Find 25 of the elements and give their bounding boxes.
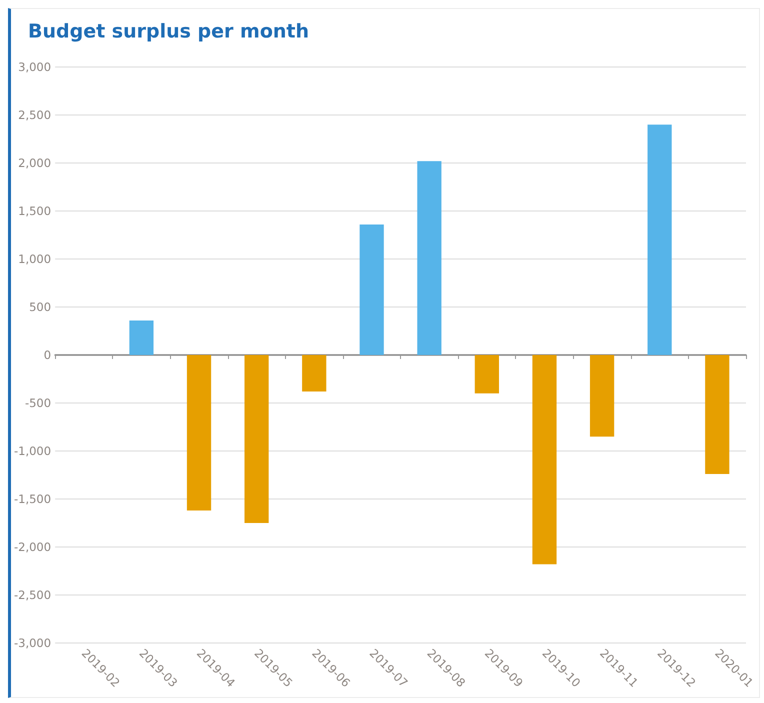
bar <box>532 355 557 564</box>
y-tick-label: -1,500 <box>14 492 52 506</box>
y-tick-label: -500 <box>24 396 52 410</box>
y-tick-label: -2,000 <box>14 540 52 554</box>
y-tick-label: 2,500 <box>18 108 52 122</box>
y-tick-label: 1,500 <box>18 204 52 218</box>
y-tick-label: 0 <box>44 348 52 362</box>
y-tick-label: -2,500 <box>14 588 52 602</box>
bar <box>590 355 614 437</box>
y-tick-label: 3,000 <box>18 60 52 74</box>
bar <box>648 124 672 355</box>
y-tick-label: -1,000 <box>14 444 52 458</box>
y-tick-label: 1,000 <box>18 252 52 266</box>
bar <box>244 355 269 523</box>
y-tick-label: 2,000 <box>18 156 52 170</box>
y-tick-label: -3,000 <box>14 636 52 650</box>
y-tick-label: 500 <box>29 300 52 314</box>
bar <box>360 224 384 355</box>
bar <box>129 320 154 355</box>
bar <box>474 355 499 394</box>
bar <box>705 355 730 474</box>
bar <box>186 355 212 511</box>
bar <box>302 355 326 392</box>
bar <box>417 161 442 355</box>
chart-title: Budget surplus per month <box>28 20 310 42</box>
